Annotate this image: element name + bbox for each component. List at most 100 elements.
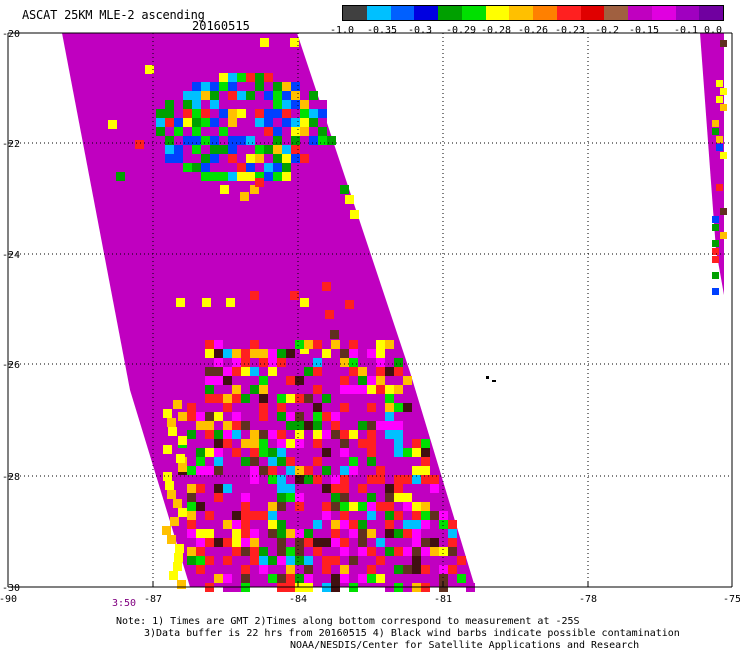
data-cell	[340, 376, 349, 385]
data-cell	[376, 358, 385, 367]
data-cell	[255, 178, 264, 187]
data-cell	[223, 376, 232, 385]
note-line-2: 3)Data buffer is 22 hrs from 20160515 4)…	[144, 628, 680, 639]
data-cell	[196, 529, 205, 538]
data-cell	[174, 118, 183, 127]
data-cell	[214, 448, 223, 457]
data-cell	[421, 466, 430, 475]
data-cell	[349, 556, 358, 565]
data-cell	[165, 118, 174, 127]
data-cell	[313, 349, 322, 358]
data-cell	[304, 565, 313, 574]
data-cell	[250, 385, 259, 394]
data-cell	[403, 475, 412, 484]
data-cell	[327, 136, 336, 145]
data-cell	[183, 163, 192, 172]
data-cell	[716, 176, 723, 183]
data-cell	[349, 367, 358, 376]
data-cell	[210, 91, 219, 100]
data-cell	[228, 172, 237, 181]
data-cell	[430, 493, 439, 502]
data-cell	[268, 574, 277, 583]
data-cell	[241, 565, 250, 574]
data-cell	[340, 358, 349, 367]
data-cell	[264, 127, 273, 136]
data-cell	[340, 466, 349, 475]
data-cell	[367, 565, 376, 574]
data-cell	[331, 412, 340, 421]
map-date: 20160515	[192, 19, 250, 33]
data-cell	[367, 403, 376, 412]
data-cell	[300, 298, 309, 307]
data-cell	[403, 403, 412, 412]
data-cell	[187, 511, 196, 520]
data-cell	[286, 376, 295, 385]
data-cell	[277, 502, 286, 511]
data-cell	[214, 376, 223, 385]
data-cell	[412, 547, 421, 556]
data-cell	[205, 349, 214, 358]
data-cell	[264, 91, 273, 100]
data-cell	[232, 520, 241, 529]
data-cell	[174, 136, 183, 145]
data-cell	[421, 475, 430, 484]
data-cell	[720, 208, 727, 215]
data-cell	[322, 502, 331, 511]
data-cell	[187, 502, 196, 511]
data-cell	[367, 529, 376, 538]
data-cell	[223, 484, 232, 493]
data-cell	[228, 154, 237, 163]
data-cell	[214, 349, 223, 358]
data-cell	[259, 358, 268, 367]
data-cell	[295, 484, 304, 493]
data-cell	[358, 475, 367, 484]
data-cell	[457, 556, 466, 565]
data-cell	[214, 466, 223, 475]
data-cell	[421, 511, 430, 520]
data-cell	[201, 109, 210, 118]
data-cell	[367, 547, 376, 556]
data-cell	[358, 547, 367, 556]
data-cell	[300, 109, 309, 118]
data-cell	[403, 376, 412, 385]
data-cell	[291, 100, 300, 109]
data-cell	[273, 172, 282, 181]
data-cell	[201, 136, 210, 145]
data-cell	[237, 163, 246, 172]
data-cell	[214, 457, 223, 466]
data-cell	[322, 448, 331, 457]
data-cell	[358, 502, 367, 511]
data-cell	[349, 385, 358, 394]
data-cell	[448, 538, 457, 547]
data-cell	[286, 466, 295, 475]
data-cell	[246, 154, 255, 163]
data-cell	[201, 163, 210, 172]
data-cell	[277, 403, 286, 412]
data-cell	[331, 430, 340, 439]
data-cell	[192, 118, 201, 127]
data-cell	[291, 136, 300, 145]
data-cell	[421, 547, 430, 556]
data-cell	[210, 100, 219, 109]
data-cell	[259, 394, 268, 403]
data-cell	[273, 127, 282, 136]
legend-swatch-6	[485, 6, 510, 20]
data-cell	[250, 430, 259, 439]
data-cell	[214, 358, 223, 367]
data-cell	[439, 547, 448, 556]
data-cell	[331, 538, 340, 547]
data-cell	[358, 421, 367, 430]
data-cell	[322, 520, 331, 529]
data-cell	[187, 520, 196, 529]
data-cell	[448, 565, 457, 574]
data-cell	[273, 100, 282, 109]
data-cell	[250, 466, 259, 475]
data-cell	[448, 520, 457, 529]
data-cell	[183, 91, 192, 100]
legend-swatch-3	[414, 6, 438, 20]
data-cell	[340, 403, 349, 412]
data-cell	[439, 520, 448, 529]
data-cell	[313, 574, 322, 583]
axes: -90 -87 -84 -81 -78 -75 -20 -22 -24 -26 -28 -30	[0, 29, 740, 605]
data-cell	[228, 136, 237, 145]
